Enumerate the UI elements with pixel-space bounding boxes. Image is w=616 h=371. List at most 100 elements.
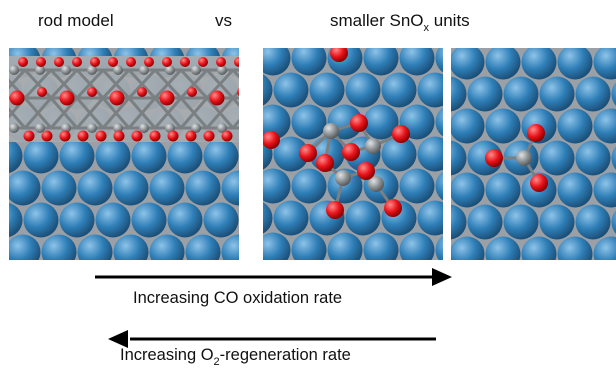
oxygen-atom — [77, 130, 89, 142]
oxygen-atom — [237, 88, 239, 96]
surface-atom — [451, 76, 467, 112]
surface-atom — [451, 236, 485, 260]
oxygen-atom — [37, 87, 47, 97]
tin-atom — [365, 138, 381, 154]
surface-atom — [593, 108, 616, 144]
oxygen-atom — [36, 57, 46, 67]
oxygen-atom — [326, 201, 344, 219]
surface-atom — [575, 140, 611, 176]
surface-atom — [399, 232, 435, 260]
surface-atom — [539, 204, 575, 240]
surface-atom — [185, 170, 221, 206]
surface-atom — [203, 138, 239, 174]
tin-atom — [217, 123, 227, 133]
oxygen-atom — [209, 90, 225, 106]
vs-label: vs — [215, 11, 232, 30]
tin-atom — [139, 123, 149, 133]
surface-atom — [485, 48, 521, 80]
oxygen-atom — [137, 87, 147, 97]
tin-atom — [368, 176, 384, 192]
tin-atom — [61, 123, 71, 133]
oxygen-atom — [185, 130, 197, 142]
forward-arrow-head — [432, 268, 452, 286]
tin-atom — [35, 65, 45, 75]
bond — [101, 97, 131, 129]
tin-atom — [9, 65, 19, 75]
oxygen-atom — [527, 124, 545, 142]
surface-atom — [263, 74, 273, 106]
bond — [75, 97, 105, 129]
surface-atom — [399, 168, 435, 204]
oxygen-atom — [350, 114, 368, 132]
tin-atom — [87, 65, 97, 75]
surface-atom — [557, 172, 593, 208]
surface-atom — [149, 234, 185, 260]
oxygen-atom — [126, 57, 136, 67]
bond — [231, 97, 239, 108]
smaller-units-label: smaller SnOx units — [330, 12, 470, 34]
surface-atom — [451, 48, 485, 80]
surface-atom — [521, 48, 557, 80]
bond — [127, 68, 157, 100]
oxygen-atom — [144, 57, 154, 67]
co-oxidation-text: Increasing CO oxidation rate — [133, 289, 343, 307]
surface-atom — [345, 72, 381, 108]
tin-atom — [217, 65, 227, 75]
oxygen-atom — [530, 174, 548, 192]
surface-atom — [203, 202, 239, 238]
backward-arrow-head — [108, 330, 128, 348]
oxygen-atom — [316, 154, 334, 172]
bond — [153, 68, 183, 100]
surface-atom — [593, 172, 616, 208]
surface-atom — [363, 104, 399, 140]
oxygen-atom — [108, 57, 118, 67]
o2-subscript: 2 — [213, 356, 220, 368]
bond — [23, 68, 53, 100]
surface-atom — [451, 108, 485, 144]
oxygen-atom — [113, 130, 125, 142]
surface-atom — [9, 138, 23, 174]
oxygen-atom — [149, 130, 161, 142]
surface-atom — [345, 200, 381, 236]
tin-atom — [9, 123, 19, 133]
bond — [231, 68, 239, 79]
surface-atom — [9, 170, 41, 206]
surface-atom — [131, 138, 167, 174]
surface-atom — [451, 140, 467, 176]
sno-small-unit-render — [451, 48, 616, 260]
surface-atom — [309, 72, 345, 108]
surface-atom — [611, 210, 616, 234]
rod-model-label: rod model — [38, 11, 114, 30]
oxygen-atom — [131, 130, 143, 142]
tin-atom — [191, 123, 201, 133]
surface-atom — [291, 232, 327, 260]
surface-atom — [263, 48, 291, 76]
o2-regeneration-text: Increasing O2-regeneration rate — [120, 347, 351, 368]
oxygen-atom — [54, 57, 64, 67]
surface-atom — [575, 204, 611, 240]
bond — [101, 68, 131, 100]
surface-atom — [167, 138, 203, 174]
bond — [153, 97, 183, 129]
surface-atom — [575, 76, 611, 112]
surface-atom — [467, 76, 503, 112]
sno-cluster-render — [263, 48, 443, 260]
tin-atom — [113, 65, 123, 75]
surface-atom — [131, 202, 167, 238]
rod-model-render — [9, 48, 239, 260]
tin-atom — [335, 170, 351, 186]
oxygen-atom — [342, 143, 360, 161]
surface-atom — [149, 170, 185, 206]
oxygen-atom — [59, 130, 71, 142]
bond — [9, 68, 27, 90]
tin-atom — [113, 123, 123, 133]
surface-atom — [291, 168, 327, 204]
oxygen-atom — [198, 57, 208, 67]
surface-atom — [363, 232, 399, 260]
tin-atom — [323, 123, 339, 139]
oxygen-atom — [221, 130, 233, 142]
surface-atom — [417, 200, 443, 236]
oxygen-atom — [234, 57, 239, 67]
tin-atom — [61, 65, 71, 75]
surface-atom — [185, 234, 221, 260]
